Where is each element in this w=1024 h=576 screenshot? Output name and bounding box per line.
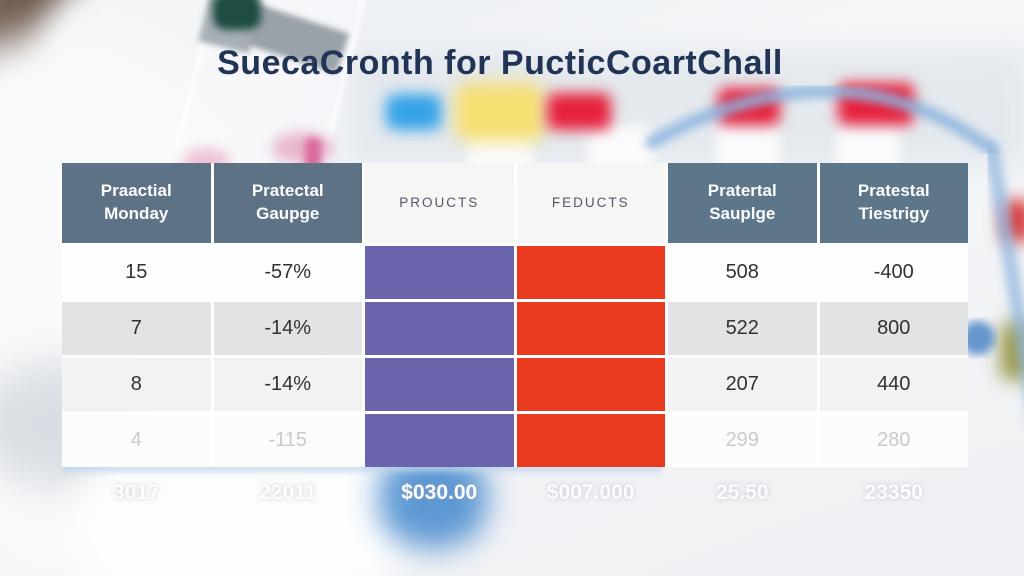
column-header-proucts: PROUCTS bbox=[365, 163, 514, 243]
feducts-bar-cell bbox=[516, 302, 665, 355]
column-header-pratestal-tiestrigy: Pratestal Tiestrigy bbox=[819, 163, 968, 243]
table-cell: 280 bbox=[819, 414, 968, 467]
header-line: Gaupge bbox=[256, 204, 320, 223]
column-header-feducts: FEDUCTS bbox=[516, 163, 665, 243]
header-line: PROUCTS bbox=[399, 194, 480, 210]
footer-total: 3017 bbox=[112, 481, 160, 504]
table-cell: -57% bbox=[213, 246, 362, 299]
beaker-cap bbox=[213, 0, 261, 30]
table-cell: -14% bbox=[213, 358, 362, 411]
data-table: Praactial Monday Pratectal Gaupge PROUCT… bbox=[62, 163, 968, 467]
header-line: Pratectal bbox=[251, 181, 324, 201]
header-line: Sauplge bbox=[709, 204, 776, 223]
feducts-bar-cell bbox=[516, 358, 665, 411]
proucts-bar-cell bbox=[365, 358, 514, 411]
footer-total: $007.000 bbox=[546, 481, 635, 504]
column-header-pratectal-gaupge: Pratectal Gaupge bbox=[213, 163, 362, 243]
header-line: Pratestal bbox=[857, 181, 930, 201]
table-cell: 4 bbox=[62, 414, 211, 467]
table-cell: 8 bbox=[62, 358, 211, 411]
header-line: Praactial bbox=[100, 181, 172, 201]
blue-cap bbox=[386, 94, 442, 130]
red-cap bbox=[547, 93, 611, 130]
table-cell: 7 bbox=[62, 302, 211, 355]
table-cell: 207 bbox=[668, 358, 817, 411]
header-line: Monday bbox=[104, 204, 169, 223]
feducts-bar-cell bbox=[516, 246, 665, 299]
footer-total: 23350 bbox=[864, 481, 923, 504]
table-cell: -115 bbox=[213, 414, 362, 467]
proucts-bar-cell bbox=[365, 414, 514, 467]
proucts-bar-cell bbox=[365, 246, 514, 299]
table-bottom-glow bbox=[62, 464, 662, 472]
proucts-bar-cell bbox=[365, 302, 514, 355]
table-cell: 508 bbox=[668, 246, 817, 299]
header-line: FEDUCTS bbox=[551, 194, 630, 210]
footer-total: $030.00 bbox=[401, 481, 478, 504]
table-cell: 522 bbox=[668, 302, 817, 355]
table-cell: 440 bbox=[819, 358, 968, 411]
feducts-bar-cell bbox=[516, 414, 665, 467]
footer-total: 25.50 bbox=[715, 481, 769, 504]
table-cell: 299 bbox=[668, 414, 817, 467]
footer-total: 22011 bbox=[259, 481, 317, 504]
header-line: Pratertal bbox=[707, 181, 777, 201]
totals-row: 3017 22011 $030.00 $007.000 25.50 23350 bbox=[62, 477, 968, 509]
header-line: Tiestrigy bbox=[858, 204, 930, 223]
page-title: SuecaCronth for PucticCoartChall bbox=[217, 44, 783, 82]
yellow-cap bbox=[455, 83, 545, 141]
table-cell: -14% bbox=[213, 302, 362, 355]
pink-liquid bbox=[272, 132, 334, 164]
column-header-praactial-monday: Praactial Monday bbox=[62, 163, 211, 243]
table-cell: -400 bbox=[819, 246, 968, 299]
column-header-pratertal-sauplge: Pratertal Sauplge bbox=[668, 163, 817, 243]
table-cell: 800 bbox=[819, 302, 968, 355]
table-cell: 15 bbox=[62, 246, 211, 299]
